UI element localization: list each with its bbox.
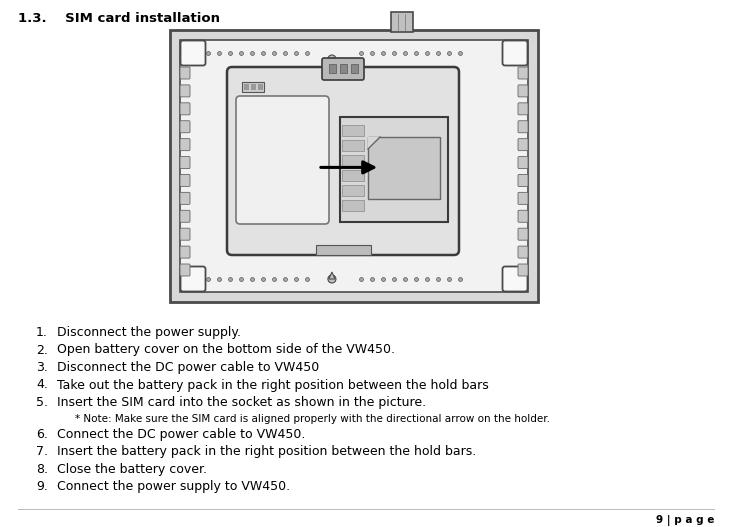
Text: 8.: 8.	[36, 463, 48, 476]
FancyBboxPatch shape	[180, 139, 190, 151]
Text: 6.: 6.	[36, 428, 48, 441]
FancyBboxPatch shape	[518, 67, 528, 79]
FancyBboxPatch shape	[227, 67, 459, 255]
Text: Disconnect the power supply.: Disconnect the power supply.	[57, 326, 241, 339]
Text: Insert the SIM card into the socket as shown in the picture.: Insert the SIM card into the socket as s…	[57, 396, 426, 409]
FancyBboxPatch shape	[518, 85, 528, 97]
Text: Connect the power supply to VW450.: Connect the power supply to VW450.	[57, 480, 290, 493]
FancyBboxPatch shape	[518, 192, 528, 204]
Text: Insert the battery pack in the right position between the hold bars.: Insert the battery pack in the right pos…	[57, 445, 477, 458]
FancyBboxPatch shape	[518, 210, 528, 222]
Bar	[342, 155, 364, 166]
FancyBboxPatch shape	[518, 139, 528, 151]
Bar	[342, 125, 364, 136]
Bar	[342, 170, 364, 181]
FancyBboxPatch shape	[518, 228, 528, 240]
Text: 7.: 7.	[36, 445, 48, 458]
Text: 9 | p a g e: 9 | p a g e	[656, 515, 714, 526]
FancyBboxPatch shape	[180, 85, 190, 97]
Bar	[170, 30, 538, 302]
Text: 1.3.    SIM card installation: 1.3. SIM card installation	[18, 12, 220, 25]
Text: 3.: 3.	[36, 361, 48, 374]
Text: 9.: 9.	[36, 480, 48, 493]
Text: * Note: Make sure the SIM card is aligned properly with the directional arrow on: * Note: Make sure the SIM card is aligne…	[75, 414, 550, 424]
FancyBboxPatch shape	[518, 174, 528, 187]
Text: 1.: 1.	[36, 326, 48, 339]
Text: Close the battery cover.: Close the battery cover.	[57, 463, 207, 476]
FancyBboxPatch shape	[180, 174, 190, 187]
Bar	[351, 64, 358, 73]
Bar	[340, 117, 448, 222]
Bar	[258, 84, 263, 90]
Bar	[329, 64, 336, 73]
Bar	[251, 84, 256, 90]
FancyBboxPatch shape	[180, 192, 190, 204]
Bar	[342, 200, 364, 211]
FancyBboxPatch shape	[180, 264, 190, 276]
FancyBboxPatch shape	[181, 41, 206, 65]
FancyBboxPatch shape	[502, 267, 528, 291]
FancyBboxPatch shape	[518, 157, 528, 169]
FancyBboxPatch shape	[236, 96, 329, 224]
Bar	[342, 140, 364, 151]
FancyBboxPatch shape	[180, 67, 190, 79]
FancyBboxPatch shape	[180, 103, 190, 115]
FancyBboxPatch shape	[180, 228, 190, 240]
Text: 2.: 2.	[36, 344, 48, 356]
Circle shape	[328, 55, 336, 63]
FancyBboxPatch shape	[322, 58, 364, 80]
FancyBboxPatch shape	[180, 157, 190, 169]
FancyBboxPatch shape	[518, 121, 528, 133]
Text: 4.: 4.	[36, 378, 48, 392]
FancyBboxPatch shape	[518, 246, 528, 258]
Bar	[244, 84, 249, 90]
Bar	[340, 64, 347, 73]
Bar	[391, 12, 413, 32]
Text: 5.: 5.	[36, 396, 48, 409]
FancyBboxPatch shape	[518, 103, 528, 115]
FancyBboxPatch shape	[502, 41, 528, 65]
Bar	[342, 185, 364, 196]
Bar	[315, 245, 370, 255]
Text: Connect the DC power cable to VW450.: Connect the DC power cable to VW450.	[57, 428, 305, 441]
Text: Open battery cover on the bottom side of the VW450.: Open battery cover on the bottom side of…	[57, 344, 395, 356]
FancyBboxPatch shape	[181, 267, 206, 291]
Bar	[180, 40, 528, 292]
FancyBboxPatch shape	[180, 246, 190, 258]
Text: Take out the battery pack in the right position between the hold bars: Take out the battery pack in the right p…	[57, 378, 489, 392]
Circle shape	[328, 275, 336, 283]
Bar	[242, 82, 264, 92]
Polygon shape	[329, 59, 335, 68]
FancyBboxPatch shape	[180, 121, 190, 133]
FancyBboxPatch shape	[180, 210, 190, 222]
Polygon shape	[329, 272, 335, 279]
Bar	[368, 137, 440, 199]
Text: Disconnect the DC power cable to VW450: Disconnect the DC power cable to VW450	[57, 361, 319, 374]
FancyBboxPatch shape	[518, 264, 528, 276]
Polygon shape	[368, 137, 380, 149]
